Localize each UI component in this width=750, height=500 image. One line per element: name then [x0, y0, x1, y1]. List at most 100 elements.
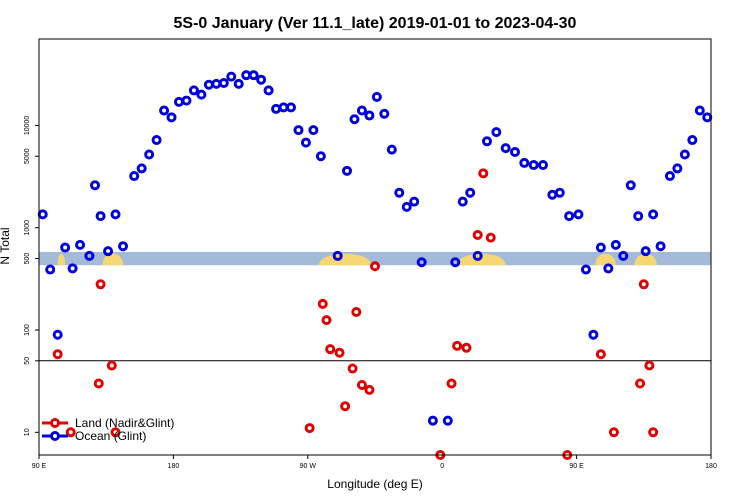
y-tick-label: 5000 [24, 148, 31, 164]
data-point [401, 201, 412, 212]
data-point [595, 242, 606, 253]
x-tick-label: 90 E [32, 463, 47, 470]
data-point [564, 211, 575, 222]
data-point [325, 344, 336, 355]
data-point [90, 180, 100, 191]
chart-title: 5S-0 January (Ver 11.1_late) 2019-01-01 … [174, 15, 577, 32]
y-tick-label: 500 [24, 253, 31, 265]
data-point [248, 70, 259, 81]
y-tick-label: 10 [24, 428, 31, 436]
data-point [286, 102, 296, 113]
land-segment [634, 253, 657, 266]
x-axis-ticks: 90 E 180 90 W 0 90 E 180 [32, 455, 717, 470]
data-point [633, 211, 644, 222]
data-point [679, 149, 690, 160]
data-point [478, 168, 489, 179]
legend-label: Ocean (Glint) [75, 429, 146, 443]
ocean-series [37, 70, 713, 426]
data-point [394, 187, 405, 198]
x-tick-label: 0 [440, 463, 444, 470]
data-point [588, 329, 599, 340]
data-point [485, 232, 496, 243]
data-point [371, 91, 382, 102]
data-point [241, 70, 252, 81]
data-point [648, 427, 659, 438]
legend-marker [50, 418, 60, 428]
data-point [304, 423, 315, 434]
data-point [103, 246, 114, 257]
data-point [450, 257, 461, 268]
data-point [538, 160, 548, 171]
data-point [580, 264, 591, 275]
y-tick-label: 1000 [24, 220, 31, 236]
data-point [159, 105, 170, 116]
x-tick-label: 90 W [300, 463, 317, 470]
data-point [95, 279, 106, 290]
data-point [181, 95, 192, 106]
data-point [300, 137, 311, 148]
data-point [321, 315, 332, 326]
data-point [655, 241, 666, 252]
data-point [293, 125, 304, 136]
data-point [356, 105, 367, 116]
legend-marker [50, 431, 60, 441]
data-point [315, 151, 326, 162]
data-point [144, 149, 155, 160]
data-point [60, 242, 71, 253]
data-point [547, 189, 558, 200]
data-point [75, 239, 86, 250]
data-point [510, 147, 520, 158]
y-tick-label: 100 [24, 324, 31, 336]
data-point [342, 165, 352, 176]
x-tick-label: 180 [705, 463, 717, 470]
data-point [263, 85, 274, 96]
data-point [203, 79, 214, 90]
data-point [664, 171, 675, 182]
data-point [370, 261, 380, 272]
data-point [84, 250, 95, 261]
data-point [644, 360, 655, 371]
legend-label: Land (Nadir&Glint) [75, 416, 174, 430]
data-point [52, 349, 63, 360]
data-point [278, 102, 289, 113]
data-point [638, 279, 649, 290]
data-point [136, 163, 147, 174]
data-point [640, 246, 651, 257]
data-point [625, 180, 636, 191]
x-tick-label: 90 E [569, 463, 584, 470]
data-point [461, 342, 472, 353]
y-tick-label: 10000 [24, 116, 31, 136]
data-point [702, 112, 713, 123]
data-point [409, 196, 420, 207]
land-segment [457, 253, 506, 266]
data-point [610, 239, 621, 250]
data-point [256, 74, 267, 85]
x-axis-label: Longitude (deg E) [327, 477, 422, 491]
x-tick-label: 180 [168, 463, 180, 470]
data-point [67, 263, 78, 274]
data-point [211, 78, 222, 89]
data-point [45, 264, 56, 275]
y-axis-ticks: 10 50 100 500 1000 5000 10000 [24, 116, 39, 436]
land-band [39, 251, 711, 266]
data-point [672, 163, 683, 174]
data-point [151, 135, 162, 146]
data-point [332, 250, 343, 261]
data-point [648, 209, 659, 220]
data-point [334, 347, 345, 358]
y-axis-label: N Total [0, 227, 12, 264]
data-point [106, 360, 117, 371]
y-tick-label: 50 [24, 357, 31, 365]
data-point [603, 263, 614, 274]
data-point [349, 114, 360, 125]
data-point [218, 77, 229, 88]
data-point [608, 427, 619, 438]
data-point [482, 136, 492, 147]
data-point [554, 187, 565, 198]
data-point [519, 157, 530, 168]
data-point [95, 211, 106, 222]
data-point [386, 144, 397, 155]
data-point [340, 401, 351, 412]
data-point [110, 209, 121, 220]
